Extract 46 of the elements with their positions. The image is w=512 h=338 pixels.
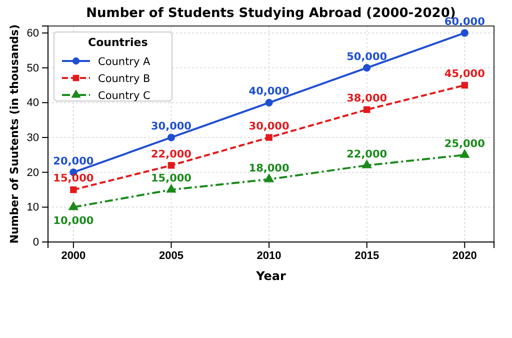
y-tick-label: 30: [26, 132, 39, 144]
y-tick-label: 10: [26, 202, 39, 214]
y-axis-title: Number of Suutents (in thousands): [8, 24, 21, 244]
annotation: 45,000: [444, 68, 485, 80]
x-tick-label: 2015: [354, 250, 380, 262]
annotation: 22,000: [150, 148, 192, 160]
annotation: 40,000: [248, 86, 290, 98]
y-tick-label: 20: [26, 166, 39, 179]
x-axis-title: Year: [255, 269, 286, 283]
point: [461, 82, 468, 89]
point: [264, 173, 274, 182]
annotation: 18,000: [248, 162, 290, 174]
legend-label: Country B: [98, 73, 150, 85]
y-tick-label: 50: [26, 62, 39, 74]
legend-label: Country A: [98, 56, 152, 68]
x-tick-label: 2020: [452, 250, 477, 262]
annotation: 22,000: [346, 148, 388, 160]
point: [68, 201, 79, 210]
y-tick-label: 60: [26, 27, 39, 40]
annotation: 20,000: [53, 155, 94, 168]
annotation: 50,000: [346, 50, 388, 63]
annotation: 25,000: [444, 138, 485, 150]
point: [460, 149, 470, 158]
annotation: 38,000: [346, 92, 388, 105]
annotation: 30,000: [248, 120, 290, 132]
legend-title: Countries: [88, 36, 148, 49]
x-tick-label: 2000: [61, 250, 86, 262]
point: [70, 186, 77, 194]
point: [460, 29, 468, 37]
x-tick-label: 2010: [256, 250, 282, 262]
annotation: 15,000: [150, 172, 192, 185]
y-tick-label: 0: [32, 236, 39, 249]
annotation: 15,000: [53, 172, 94, 185]
annotation: 30,000: [150, 120, 192, 132]
point: [168, 162, 175, 169]
legend-label: Country C: [98, 90, 150, 102]
point: [363, 106, 370, 113]
point: [362, 159, 372, 168]
point: [265, 98, 273, 106]
point: [166, 184, 176, 193]
annotation: 10,000: [53, 215, 94, 228]
point: [167, 134, 176, 142]
point: [363, 64, 371, 72]
point: [266, 134, 272, 141]
x-tick-label: 2005: [158, 250, 184, 262]
y-tick-label: 40: [26, 97, 39, 110]
